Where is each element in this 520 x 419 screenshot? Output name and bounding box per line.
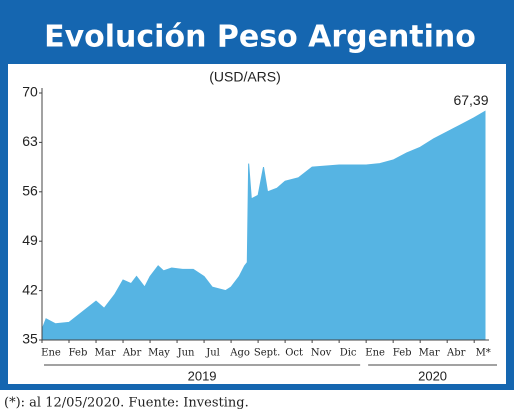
x-tick-label: Nov (311, 348, 332, 359)
y-tick-label: 42 (22, 281, 38, 297)
year-label: 2020 (418, 368, 447, 383)
x-tick-label: Feb (393, 348, 412, 359)
x-tick-label: Mar (419, 348, 440, 359)
x-tick-label: M* (476, 348, 491, 359)
x-tick-label: Abr (446, 348, 466, 359)
x-tick-label: Jun (177, 348, 195, 359)
chart-title: Evolución Peso Argentino (44, 20, 476, 55)
y-tick-label: 70 (22, 84, 38, 100)
x-tick-label: Ene (365, 348, 385, 359)
x-tick-label: Feb (69, 348, 88, 359)
year-label: 2019 (188, 368, 217, 383)
x-tick-label: Mar (95, 348, 116, 359)
x-tick-label: Dic (340, 348, 357, 359)
data-label: 67,39 (453, 92, 488, 108)
x-tick-label: Abr (122, 348, 142, 359)
footnote: (*): al 12/05/2020. Fuente: Investing. (4, 396, 249, 411)
x-tick-label: May (148, 348, 170, 359)
x-tick-label: Ago (229, 348, 250, 359)
x-tick-label: Ene (41, 348, 61, 359)
x-tick-label: Jul (205, 348, 220, 359)
y-tick-label: 56 (22, 183, 38, 199)
y-tick-label: 49 (22, 232, 38, 248)
x-tick-label: Oct (285, 348, 303, 359)
chart-subtitle: (USD/ARS) (209, 69, 281, 85)
area (41, 110, 486, 341)
y-tick-label: 35 (22, 331, 38, 347)
x-tick-label: Sept. (254, 348, 280, 359)
y-tick-label: 63 (22, 133, 38, 149)
